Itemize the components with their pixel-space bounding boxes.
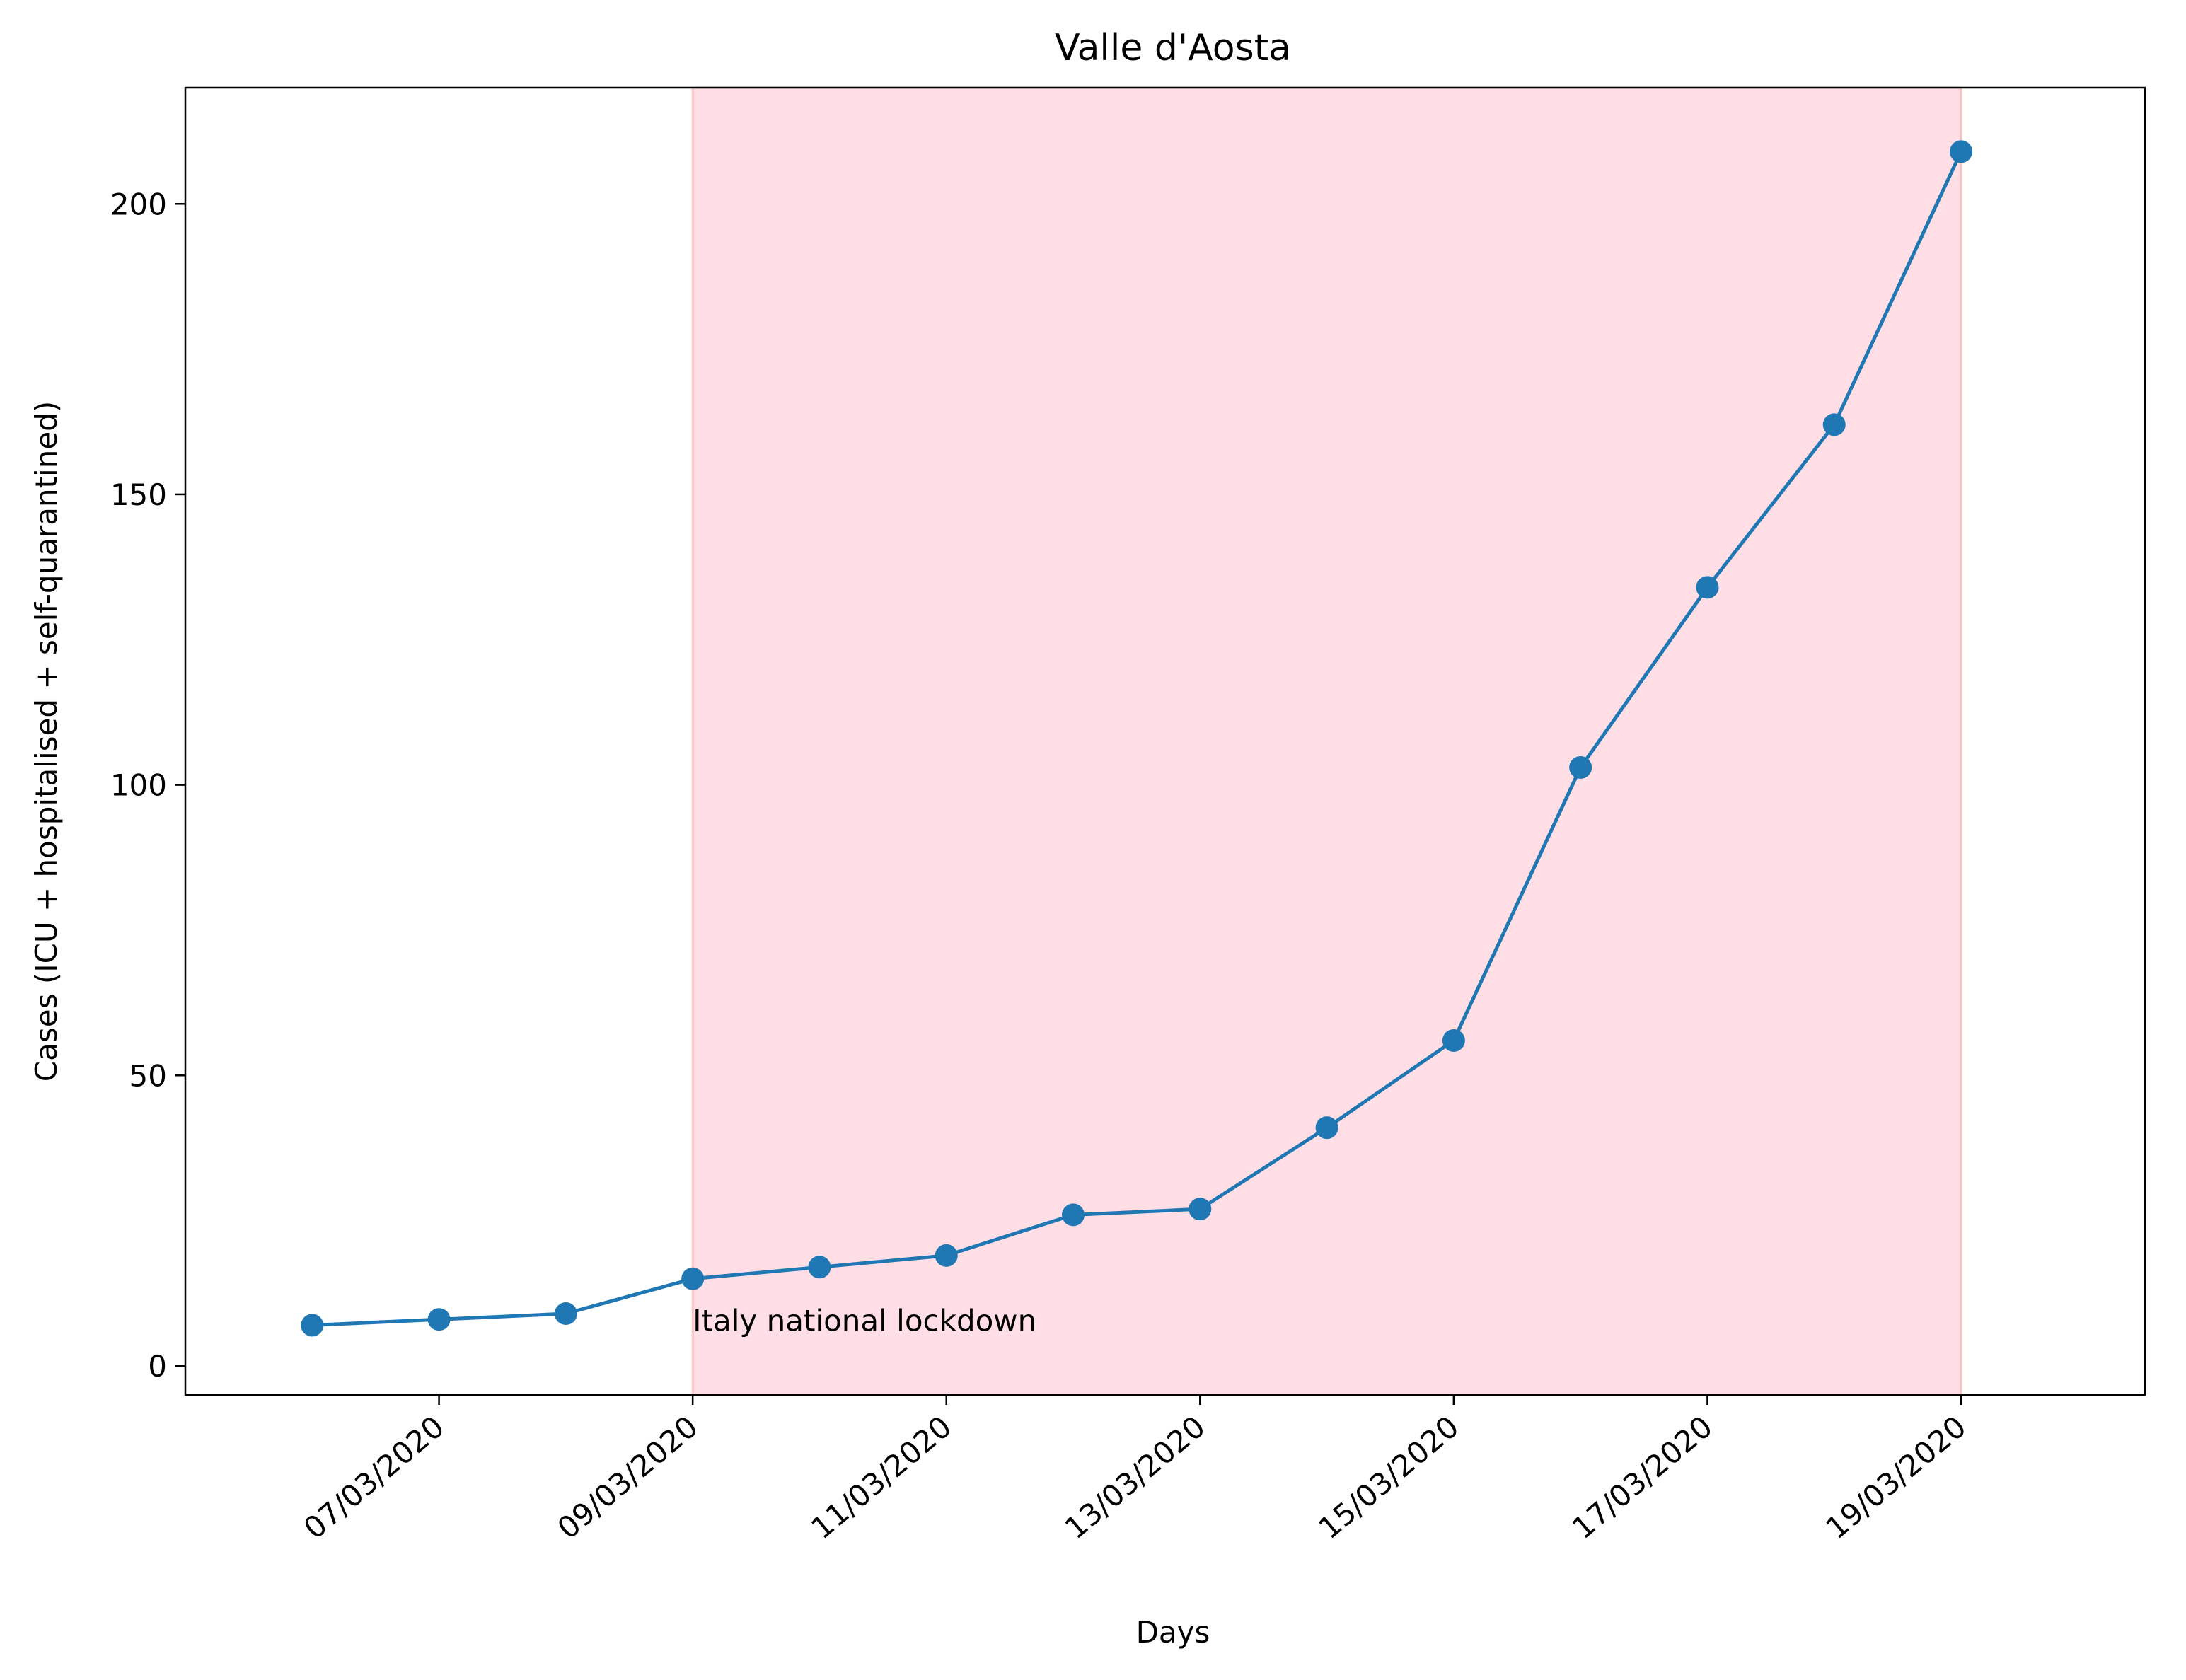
data-point — [1950, 140, 1973, 163]
data-point — [935, 1244, 958, 1267]
x-axis-label: Days — [1136, 1615, 1210, 1650]
data-point — [554, 1302, 577, 1326]
data-point — [301, 1314, 324, 1337]
y-axis-ticks: 0 50 100 150 200 — [110, 187, 185, 1384]
data-point — [681, 1267, 705, 1290]
data-point — [1442, 1029, 1465, 1052]
y-tick-label: 50 — [129, 1058, 167, 1093]
data-point — [1569, 755, 1592, 779]
data-point — [427, 1308, 451, 1331]
chart-title: Valle d'Aosta — [1055, 27, 1291, 69]
y-tick-label: 0 — [148, 1349, 167, 1384]
data-point — [808, 1256, 831, 1279]
data-point — [1696, 576, 1719, 599]
y-tick-label: 100 — [110, 768, 167, 803]
plot-frame — [184, 86, 2146, 1396]
series-line — [312, 151, 1963, 1327]
lockdown-annotation: Italy national lockdown — [693, 1304, 1036, 1338]
data-point — [1822, 413, 1846, 436]
data-point — [1315, 1116, 1338, 1140]
y-tick-label: 200 — [110, 187, 167, 221]
lockdown-shaded-region — [691, 86, 1962, 1396]
series-cases — [301, 140, 1973, 1337]
y-tick-label: 150 — [110, 477, 167, 512]
data-point — [1189, 1198, 1212, 1221]
y-axis-label: Cases (ICU + hospitalised + self-quarant… — [29, 401, 64, 1082]
data-point — [1062, 1203, 1085, 1227]
